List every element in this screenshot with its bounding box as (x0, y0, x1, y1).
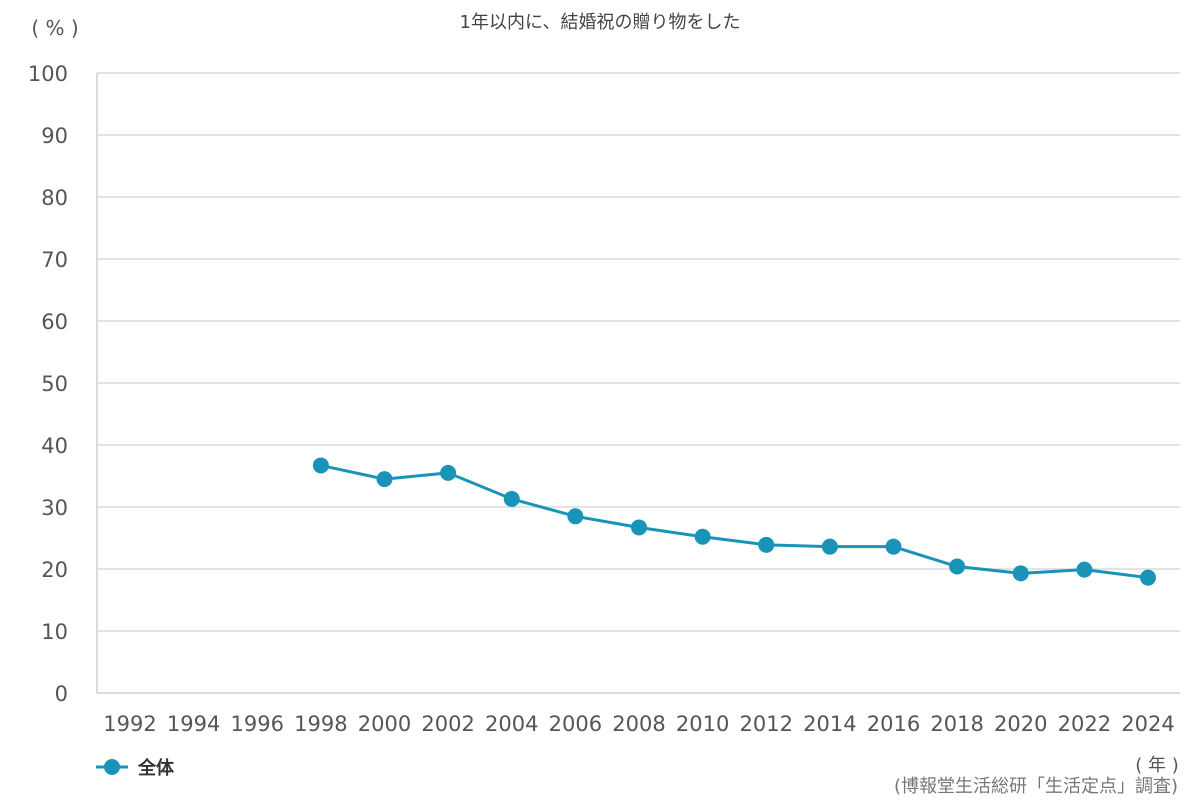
data-point (503, 490, 520, 507)
y-tick-label: 60 (41, 310, 68, 334)
data-point (440, 464, 457, 481)
x-axis-ticks: 1992 1994 1996 1998 2000 2002 2004 2006 2008 2010… (103, 712, 1174, 736)
x-tick-label: 1996 (231, 712, 284, 736)
data-point (949, 558, 966, 575)
x-tick-label: 2020 (994, 712, 1047, 736)
data-point (1076, 561, 1093, 578)
x-tick-label: 2014 (803, 712, 856, 736)
x-tick-label: 2002 (421, 712, 474, 736)
data-point (694, 528, 711, 545)
legend: 全体 (96, 757, 175, 779)
x-tick-label: 2004 (485, 712, 538, 736)
x-tick-label: 2018 (930, 712, 983, 736)
data-point (885, 538, 902, 555)
x-tick-label: 2006 (549, 712, 602, 736)
y-tick-label: 0 (55, 682, 68, 706)
series-line (320, 463, 1149, 580)
data-point (376, 471, 393, 488)
legend-marker (104, 759, 120, 775)
x-tick-label: 1994 (167, 712, 220, 736)
source-note: (博報堂生活総研「生活定点」調査) (894, 776, 1178, 797)
y-tick-label: 90 (41, 124, 68, 148)
data-point (821, 538, 838, 555)
y-tick-label: 70 (41, 248, 68, 272)
gridlines (96, 72, 1180, 694)
x-tick-label: 2022 (1058, 712, 1111, 736)
legend-label: 全体 (137, 757, 175, 779)
y-axis-unit: ( % ) (31, 16, 78, 40)
data-point (312, 457, 329, 474)
data-point (758, 536, 775, 553)
y-tick-label: 50 (41, 372, 68, 396)
y-tick-label: 20 (41, 558, 68, 582)
data-point (567, 508, 584, 525)
y-tick-label: 10 (41, 620, 68, 644)
x-tick-label: 2012 (740, 712, 793, 736)
data-point (631, 519, 647, 536)
x-tick-label: 1992 (103, 712, 156, 736)
y-tick-label: 100 (28, 62, 68, 86)
x-tick-label: 2010 (676, 712, 729, 736)
x-tick-label: 2000 (358, 712, 411, 736)
data-point (1140, 569, 1156, 586)
x-tick-label: 2008 (612, 712, 665, 736)
x-tick-label: 2016 (867, 712, 920, 736)
y-tick-label: 30 (41, 496, 68, 520)
series-layer (312, 457, 1156, 586)
chart-title: 1年以内に、結婚祝の贈り物をした (460, 12, 741, 33)
x-axis-unit: ( 年 ) (1135, 755, 1179, 776)
x-tick-label: 1998 (294, 712, 347, 736)
y-tick-label: 40 (41, 434, 68, 458)
x-tick-label: 2024 (1121, 712, 1174, 736)
data-point (1012, 565, 1029, 582)
y-tick-label: 80 (41, 186, 68, 210)
